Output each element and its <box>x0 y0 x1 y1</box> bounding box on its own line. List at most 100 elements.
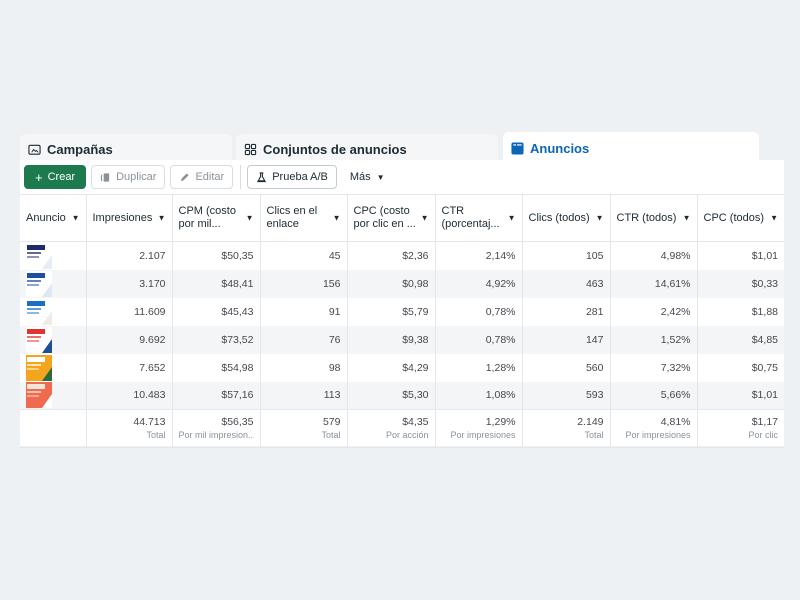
total-value: 2.149 <box>577 416 604 428</box>
ad-icon <box>511 141 524 155</box>
cell-link-clicks: 156 <box>260 269 348 298</box>
table-row[interactable]: 3.170 $48,41 156 $0,98 4,92% 463 14,61% $0,33 <box>20 269 784 298</box>
duplicate-label: Duplicar <box>116 171 157 183</box>
total-ctr-all: 4,81% Por impresiones <box>610 409 698 448</box>
total-label: Total <box>321 430 341 440</box>
ad-thumbnail[interactable] <box>26 382 52 409</box>
ad-thumbnail[interactable] <box>26 354 52 381</box>
table-row[interactable]: 2.107 $50,35 45 $2,36 2,14% 105 4,98% $1,01 <box>20 241 784 270</box>
cell-link-clicks: 76 <box>260 325 348 354</box>
column-header-impressions[interactable]: Impresiones ▼ <box>86 194 173 242</box>
column-header-ad[interactable]: Anuncio ▼ <box>20 194 87 242</box>
tab-label: Campañas <box>47 141 113 157</box>
total-impressions: 44.713 Total <box>86 409 173 448</box>
cell-ctr-all: 14,61% <box>610 269 698 298</box>
total-label: Total <box>584 430 604 440</box>
total-label: Por mil impresion... <box>178 430 254 440</box>
ad-thumbnail[interactable] <box>26 242 52 269</box>
cell-ctr: 4,92% <box>435 269 523 298</box>
total-value: 579 <box>322 416 341 428</box>
column-label: CPC (todos) <box>703 211 765 224</box>
total-value: $56,35 <box>221 416 254 428</box>
total-value: $4,35 <box>402 416 429 428</box>
total-label: Por impresiones <box>450 430 516 440</box>
ad-cell[interactable] <box>20 325 87 354</box>
ads-panel: + Crear Duplicar Editar Prueba A/B Más ▼… <box>20 160 784 448</box>
column-label: CPC (costo por clic en ... <box>353 205 416 230</box>
cell-cpc: $5,79 <box>347 297 436 326</box>
cell-ctr-all: 1,52% <box>610 325 698 354</box>
cell-clicks-all: 105 <box>522 241 611 270</box>
cell-link-clicks: 91 <box>260 297 348 326</box>
ad-thumbnail[interactable] <box>26 298 52 325</box>
ad-cell[interactable] <box>20 297 87 326</box>
cell-impressions: 9.692 <box>86 325 173 354</box>
cell-cpc: $9,38 <box>347 325 436 354</box>
toolbar: + Crear Duplicar Editar Prueba A/B Más ▼ <box>24 164 398 190</box>
sort-caret-icon: ▼ <box>157 213 166 223</box>
tab-campaigns[interactable]: Campañas <box>20 134 232 164</box>
cell-cpc: $2,36 <box>347 241 436 270</box>
cell-cpc-all: $0,75 <box>751 361 778 374</box>
duplicate-button[interactable]: Duplicar <box>91 165 166 189</box>
table-row[interactable]: 9.692 $73,52 76 $9,38 0,78% 147 1,52% $4,85 <box>20 325 784 354</box>
create-button[interactable]: + Crear <box>24 165 87 189</box>
column-header-cpc-all[interactable]: CPC (todos) ▼ <box>697 195 784 242</box>
cell-cpc-all: $1,01 <box>751 249 778 262</box>
flask-icon <box>257 171 267 182</box>
tab-ads[interactable]: Anuncios <box>503 132 759 164</box>
edit-label: Editar <box>195 171 225 183</box>
toolbar-divider <box>240 165 242 189</box>
column-header-ctr-all[interactable]: CTR (todos) ▼ <box>610 194 698 242</box>
cell-impressions: 7.652 <box>86 353 173 382</box>
table-row[interactable]: 7.652 $54,98 98 $4,29 1,28% 560 7,32% $0,75 <box>20 353 784 382</box>
column-header-ctr[interactable]: CTR (porcentaj... ▼ <box>435 194 523 242</box>
ad-thumbnail[interactable] <box>26 326 52 353</box>
pencil-icon <box>181 172 190 181</box>
total-ctr: 1,29% Por impresiones <box>435 409 523 448</box>
total-label: Por clic <box>748 430 778 440</box>
tab-label: Anuncios <box>530 140 590 156</box>
cell-clicks-all: 593 <box>522 381 611 410</box>
edit-button[interactable]: Editar <box>170 165 234 189</box>
column-label: Anuncio <box>26 211 66 224</box>
sort-caret-icon: ▼ <box>332 213 341 223</box>
table-row[interactable]: 11.609 $45,43 91 $5,79 0,78% 281 2,42% $1,88 <box>20 297 784 326</box>
plus-icon: + <box>35 169 43 185</box>
more-dropdown[interactable]: Más ▼ <box>342 165 393 189</box>
caret-down-icon: ▼ <box>376 172 385 182</box>
ab-test-button[interactable]: Prueba A/B <box>247 165 337 189</box>
sort-caret-icon: ▼ <box>71 213 80 223</box>
cell-ctr: 1,28% <box>435 353 523 382</box>
column-header-clicks-all[interactable]: Clics (todos) ▼ <box>522 194 611 242</box>
total-clicks-all: 2.149 Total <box>522 409 611 448</box>
ad-cell[interactable] <box>20 353 87 382</box>
sort-caret-icon: ▼ <box>770 213 778 223</box>
level-tabs: Campañas Conjuntos de anuncios Anuncios <box>20 132 784 164</box>
column-label: CTR (todos) <box>616 211 677 224</box>
cell-clicks-all: 560 <box>522 353 611 382</box>
cell-link-clicks: 113 <box>260 381 348 410</box>
total-link-clicks: 579 Total <box>260 409 348 448</box>
column-header-link-clicks[interactable]: Clics en el enlace ▼ <box>260 194 348 242</box>
table-row[interactable]: 10.483 $57,16 113 $5,30 1,08% 593 5,66% $1,01 <box>20 381 784 410</box>
total-cpc: $4,35 Por acción <box>347 409 436 448</box>
total-value: 44.713 <box>133 416 166 428</box>
tab-ad-sets[interactable]: Conjuntos de anuncios <box>236 134 498 164</box>
cell-ctr-all: 4,98% <box>610 241 698 270</box>
cell-ctr: 0,78% <box>435 297 523 326</box>
ad-cell[interactable] <box>20 269 87 298</box>
column-header-cpc[interactable]: CPC (costo por clic en ... ▼ <box>347 194 436 242</box>
cell-ctr: 2,14% <box>435 241 523 270</box>
column-label: Impresiones <box>92 211 153 224</box>
column-label: Clics en el enlace <box>266 205 318 230</box>
ad-cell[interactable] <box>20 381 87 410</box>
cell-impressions: 3.170 <box>86 269 173 298</box>
ad-thumbnail[interactable] <box>26 270 52 297</box>
column-header-cpm[interactable]: CPM (costo por mil... ▼ <box>172 194 261 242</box>
cell-ctr: 1,08% <box>435 381 523 410</box>
cell-ctr-all: 7,32% <box>610 353 698 382</box>
cell-cpc-all: $0,33 <box>751 277 778 290</box>
ad-cell[interactable] <box>20 241 87 270</box>
cell-cpm: $48,41 <box>172 269 261 298</box>
